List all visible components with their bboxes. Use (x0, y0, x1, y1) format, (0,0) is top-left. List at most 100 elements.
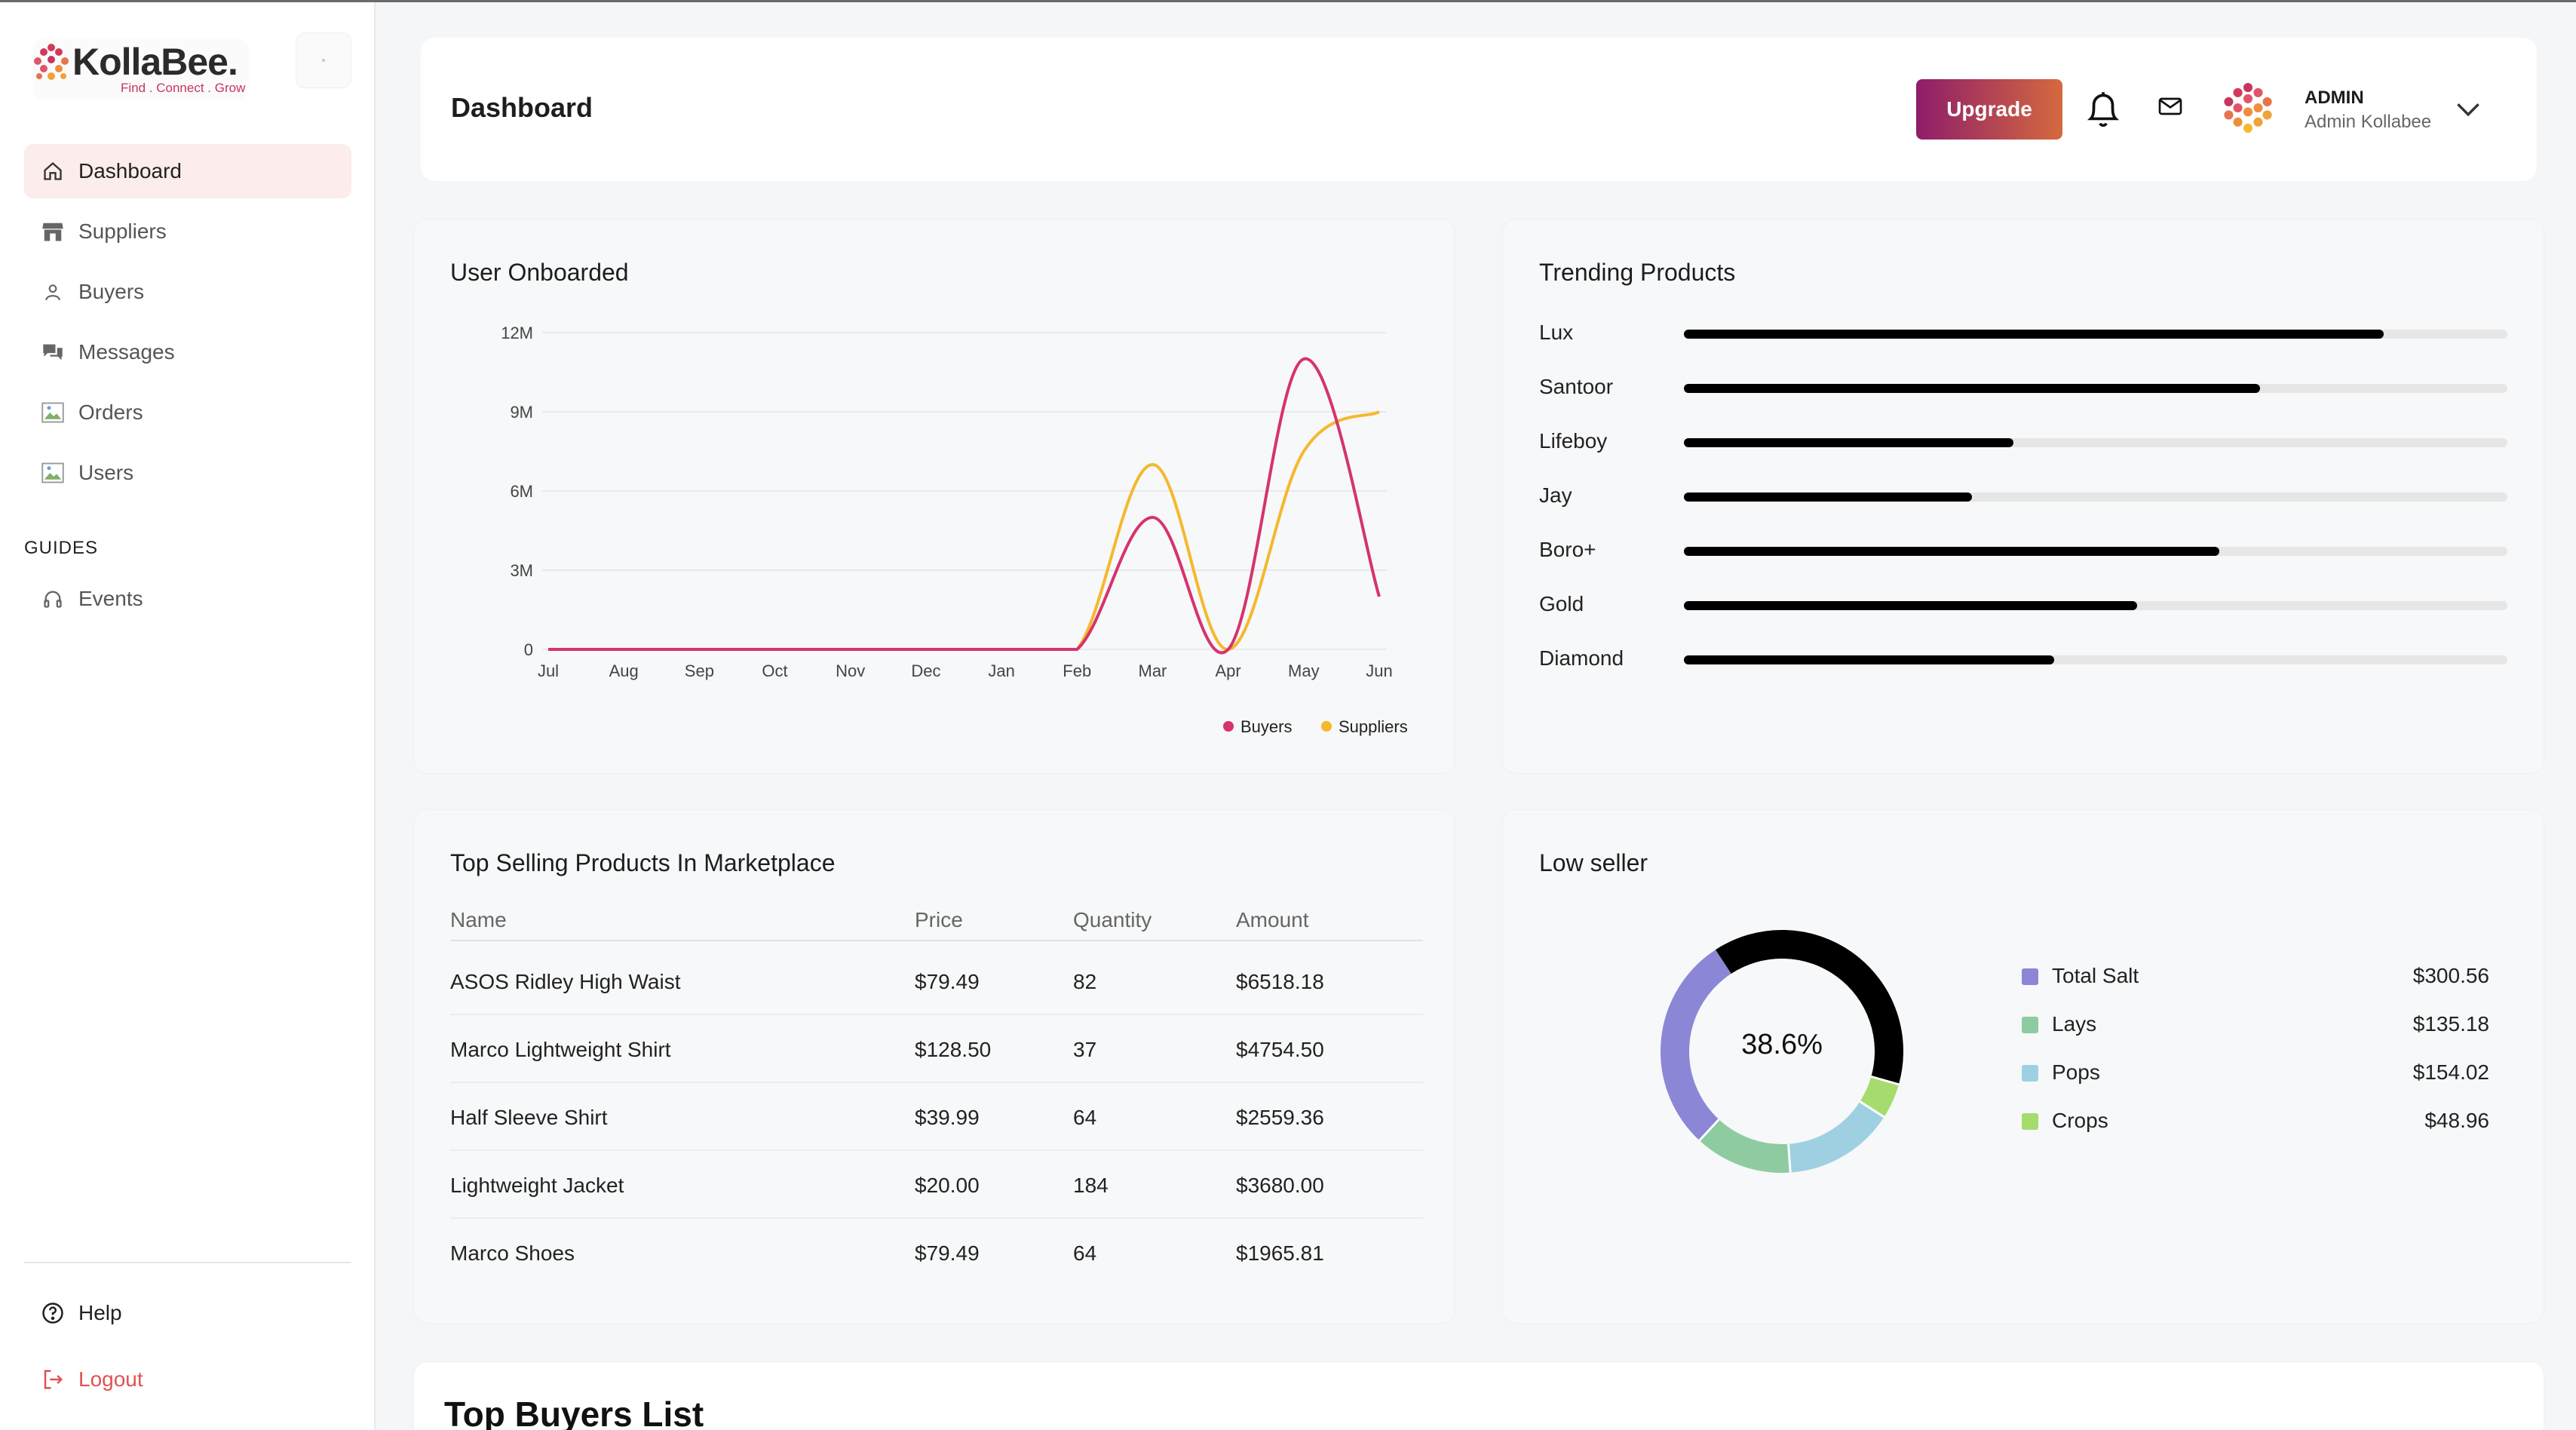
x-tick-label: Aug (609, 661, 639, 680)
honeycomb-logo-icon (34, 44, 69, 80)
logout-label: Logout (78, 1367, 143, 1391)
trending-progress-track (1684, 547, 2507, 556)
legend-swatch (2022, 968, 2038, 985)
legend-item: Lays $135.18 (2022, 1009, 2489, 1039)
sidebar-item-users[interactable]: Users (24, 446, 351, 500)
quantity-cell: 82 (1073, 970, 1097, 993)
card-title: Top Buyers List (444, 1395, 704, 1430)
column-header-amount[interactable]: Amount (1236, 908, 1309, 931)
trending-progress-fill (1684, 655, 2055, 664)
donut-separator (1698, 1119, 1720, 1142)
chat-icon (39, 339, 66, 366)
table-row[interactable]: ASOS Ridley High Waist $79.49 82 $6518.18 (450, 947, 1423, 1015)
sidebar-item-label: Orders (78, 400, 143, 424)
column-header-quantity[interactable]: Quantity (1073, 908, 1152, 931)
amount-cell: $3680.00 (1236, 1174, 1324, 1197)
table-row[interactable]: Marco Shoes $79.49 64 $1965.81 (450, 1219, 1423, 1287)
price-cell: $20.00 (915, 1174, 980, 1197)
sidebar: KollaBee. Find . Connect . Grow Dashboar… (0, 2, 376, 1430)
sidebar-item-suppliers[interactable]: Suppliers (24, 204, 351, 259)
donut-slice (1788, 1101, 1884, 1173)
legend-value: $48.96 (2424, 1109, 2489, 1132)
column-header-name[interactable]: Name (450, 908, 507, 931)
y-tick-label: 6M (510, 482, 533, 501)
sidebar-item-buyers[interactable]: Buyers (24, 265, 351, 319)
sidebar-item-label: Dashboard (78, 159, 182, 183)
trending-product-row: Boro+ (1539, 535, 2519, 565)
trending-progress-track (1684, 601, 2507, 610)
help-label: Help (78, 1301, 122, 1324)
low-seller-card: Low seller 38.6% Total Salt $300.56 Lays $1… (1502, 809, 2544, 1324)
donut-separator (1859, 1100, 1885, 1119)
x-tick-label: Feb (1063, 661, 1091, 680)
store-icon (39, 218, 66, 245)
mail-icon[interactable] (2158, 97, 2182, 116)
sidebar-item-events[interactable]: Events (24, 572, 351, 626)
x-tick-label: Dec (911, 661, 940, 680)
sidebar-item-messages[interactable]: Messages (24, 325, 351, 379)
trending-products-card: Trending Products Lux Santoor Lifeboy Jay Bo… (1502, 219, 2544, 774)
sidebar-item-label: Users (78, 461, 134, 484)
amount-cell: $6518.18 (1236, 970, 1324, 993)
help-circle-icon (39, 1300, 66, 1327)
legend-item: Total Salt $300.56 (2022, 961, 2489, 991)
window-top-border (0, 0, 2576, 2)
trending-product-label: Lux (1539, 321, 1574, 344)
home-icon (39, 158, 66, 185)
trending-progress-track (1684, 384, 2507, 393)
trending-progress-track (1684, 493, 2507, 502)
quantity-cell: 64 (1073, 1241, 1097, 1265)
logout-button[interactable]: Logout (24, 1352, 351, 1407)
product-name-cell: ASOS Ridley High Waist (450, 970, 681, 993)
sidebar-item-dashboard[interactable]: Dashboard (24, 144, 351, 198)
x-tick-label: Jun (1366, 661, 1392, 680)
x-tick-label: Jan (988, 661, 1014, 680)
y-tick-label: 9M (510, 403, 533, 422)
help-button[interactable]: Help (24, 1286, 351, 1340)
table-row[interactable]: Lightweight Jacket $20.00 184 $3680.00 (450, 1151, 1423, 1219)
table-row[interactable]: Marco Lightweight Shirt $128.50 37 $4754.50 (450, 1015, 1423, 1083)
donut-center-label: 38.6% (1741, 1029, 1823, 1060)
trending-progress-track (1684, 330, 2507, 339)
donut-slice (1661, 950, 1732, 1141)
upgrade-button[interactable]: Upgrade (1916, 79, 2062, 140)
legend-label: Lays (2052, 1012, 2097, 1036)
brand-logo[interactable]: KollaBee. Find . Connect . Grow (33, 38, 249, 100)
y-tick-label: 0 (524, 640, 533, 659)
legend-swatch (2022, 1113, 2038, 1130)
sidebar-item-orders[interactable]: Orders (24, 385, 351, 440)
donut-slice-remainder (1715, 930, 1903, 1085)
x-tick-label: Nov (836, 661, 865, 680)
x-tick-label: Sep (685, 661, 714, 680)
donut-separator (1787, 1143, 1792, 1173)
avatar[interactable] (2223, 81, 2273, 134)
sidebar-collapse-button[interactable] (296, 32, 351, 88)
trending-product-label: Jay (1539, 483, 1572, 507)
legend-label: Pops (2052, 1060, 2100, 1084)
y-tick-label: 3M (510, 561, 533, 580)
legend-label: Buyers (1240, 717, 1292, 736)
headset-icon (39, 585, 66, 612)
low-seller-donut-chart (1661, 930, 1903, 1173)
top-buyers-card: Top Buyers List (413, 1361, 2544, 1430)
donut-slice (1699, 1119, 1791, 1173)
trending-product-label: Santoor (1539, 375, 1614, 398)
trending-progress-fill (1684, 330, 2384, 339)
legend-label: Suppliers (1339, 717, 1408, 736)
trending-progress-fill (1684, 384, 2261, 393)
brand-name: KollaBee. (72, 41, 238, 83)
column-header-price[interactable]: Price (915, 908, 963, 931)
trending-progress-fill (1684, 493, 1973, 502)
table-row[interactable]: Half Sleeve Shirt $39.99 64 $2559.36 (450, 1083, 1423, 1151)
bell-icon[interactable] (2084, 87, 2122, 131)
quantity-cell: 184 (1073, 1174, 1109, 1197)
legend-marker (1321, 721, 1332, 732)
legend-label: Crops (2052, 1109, 2108, 1132)
legend-value: $135.18 (2412, 1012, 2489, 1036)
legend-value: $154.02 (2412, 1060, 2489, 1084)
chevron-down-icon[interactable] (2455, 101, 2481, 118)
price-cell: $79.49 (915, 1241, 980, 1265)
trending-product-label: Lifeboy (1539, 429, 1608, 453)
series-line-buyers (548, 357, 1381, 655)
trending-progress-fill (1684, 601, 2137, 610)
